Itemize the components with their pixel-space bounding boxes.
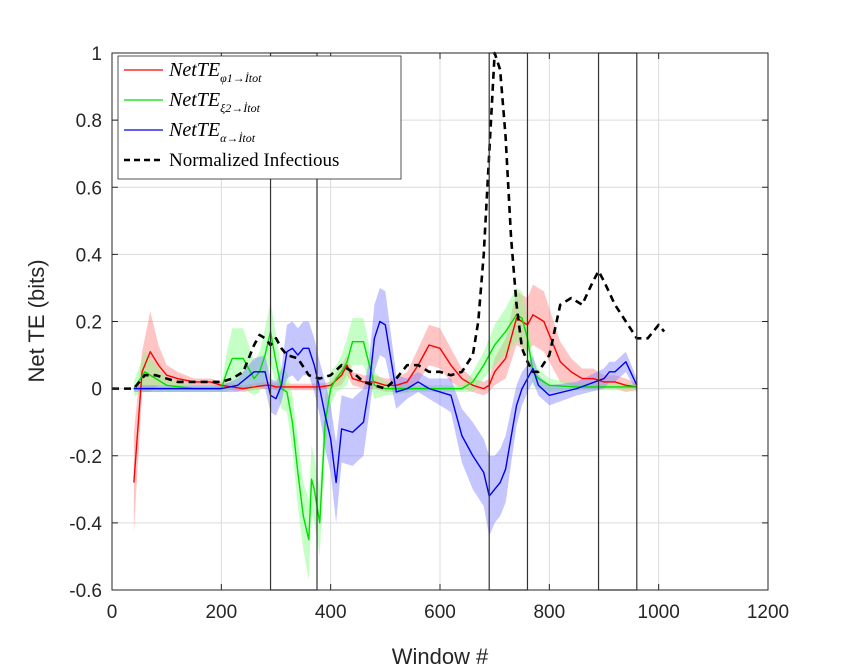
legend-items: NetTEφ1→İtot NetTEξ2→İtot NetTEα→İtot Norma…: [124, 59, 339, 171]
x-tick-label: 400: [315, 602, 347, 623]
y-tick-label: 0.4: [76, 245, 103, 266]
series-band-3: [133, 287, 637, 537]
series-line-3: [133, 320, 638, 497]
x-tick-label: 800: [533, 602, 565, 623]
series-line-4: [112, 51, 666, 390]
legend-label: NetTEφ1→İtot: [168, 59, 262, 85]
y-tick-label: -0.4: [69, 514, 102, 535]
series-line-2: [133, 314, 637, 541]
x-tick-label: 200: [205, 602, 237, 623]
x-tick-label: 1000: [638, 602, 680, 623]
y-tick-label: 0.6: [76, 178, 102, 199]
series-band-1: [133, 284, 637, 533]
y-tick-label: -0.2: [69, 447, 102, 468]
x-tick-label: 600: [424, 602, 456, 623]
legend: NetTEφ1→İtot NetTEξ2→İtot NetTEα→İtot Norma…: [117, 55, 402, 180]
series-lines: [112, 51, 666, 541]
x-tick-label: 1200: [747, 602, 789, 623]
y-tick-label: 0.8: [76, 111, 102, 132]
y-tick-label: 0.2: [76, 313, 102, 334]
x-tick-label: 0: [107, 602, 118, 623]
legend-box: [117, 55, 402, 180]
x-tick-labels: 0 200 400 600 800 1000 1200: [107, 602, 789, 623]
legend-label: NetTEα→İtot: [168, 119, 256, 145]
y-tick-label: 1: [91, 44, 102, 65]
y-tick-label: -0.6: [69, 581, 102, 602]
legend-label: NetTEξ2→İtot: [168, 89, 261, 115]
legend-label: Normalized Infectious: [169, 150, 339, 171]
y-tick-labels: -0.6 -0.4 -0.2 0 0.2 0.4 0.6 0.8 1: [69, 44, 102, 602]
series-line-1: [133, 314, 637, 483]
confidence-bands: [133, 284, 637, 580]
x-axis-title: Window #: [392, 644, 489, 669]
y-tick-label: 0: [91, 380, 102, 401]
y-axis-title: Net TE (bits): [24, 259, 49, 382]
series-band-2: [133, 287, 637, 580]
